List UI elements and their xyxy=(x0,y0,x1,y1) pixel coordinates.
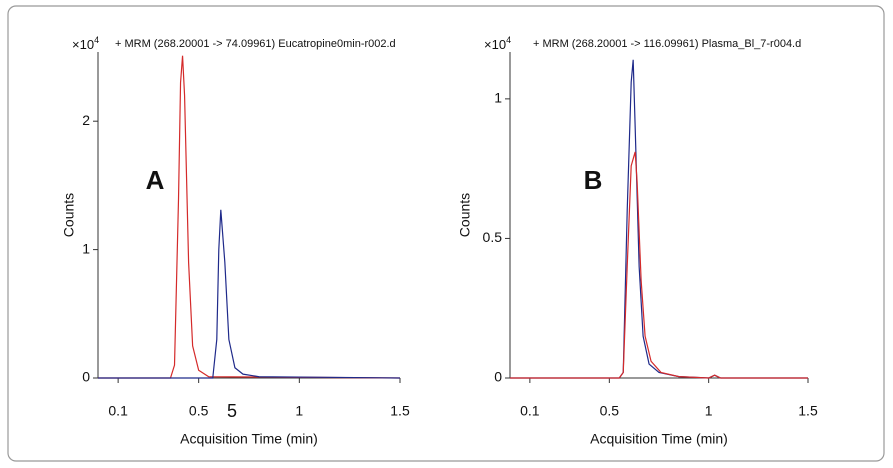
x-axis-label: Acquisition Time (min) xyxy=(180,431,318,447)
trace-line xyxy=(510,59,808,379)
y-multiplier-base: ×10 xyxy=(484,37,506,52)
y-axis-label: Counts xyxy=(457,193,473,237)
trace-line xyxy=(510,151,808,379)
x-tick-label: 0.5 xyxy=(189,403,209,419)
y-multiplier-exponent: 4 xyxy=(506,35,511,45)
chart-title: + MRM (268.20001 -> 116.09961) Plasma_Bl… xyxy=(533,38,801,50)
y-tick-label: 1 xyxy=(494,90,502,106)
annotation: B xyxy=(584,165,603,195)
y-multiplier-exponent: 4 xyxy=(94,35,99,45)
y-multiplier: ×104 xyxy=(484,35,511,52)
frame xyxy=(7,5,885,462)
y-multiplier-base: ×10 xyxy=(72,37,94,52)
x-axis-label: Acquisition Time (min) xyxy=(590,431,728,447)
y-tick-label: 2 xyxy=(82,112,90,128)
y-tick-label: 0.5 xyxy=(483,229,503,245)
y-tick-label: 0 xyxy=(494,369,502,385)
y-tick-label: 0 xyxy=(82,369,90,385)
annotation: 5 xyxy=(227,401,237,421)
y-tick-label: 1 xyxy=(82,240,90,256)
chart-title: + MRM (268.20001 -> 74.09961) Eucatropin… xyxy=(115,38,396,50)
annotation: A xyxy=(146,165,165,195)
x-tick-label: 0.1 xyxy=(520,403,540,419)
x-tick-label: 1 xyxy=(705,403,713,419)
x-tick-label: 0.1 xyxy=(108,403,128,419)
trace-line xyxy=(98,209,401,379)
x-tick-label: 0.5 xyxy=(600,403,620,419)
x-tick-label: 1.5 xyxy=(798,403,818,419)
x-tick-label: 1.5 xyxy=(390,403,410,419)
y-multiplier: ×104 xyxy=(72,35,99,52)
x-tick-label: 1 xyxy=(295,403,303,419)
trace-line xyxy=(98,55,401,379)
y-axis-label: Counts xyxy=(61,193,77,237)
